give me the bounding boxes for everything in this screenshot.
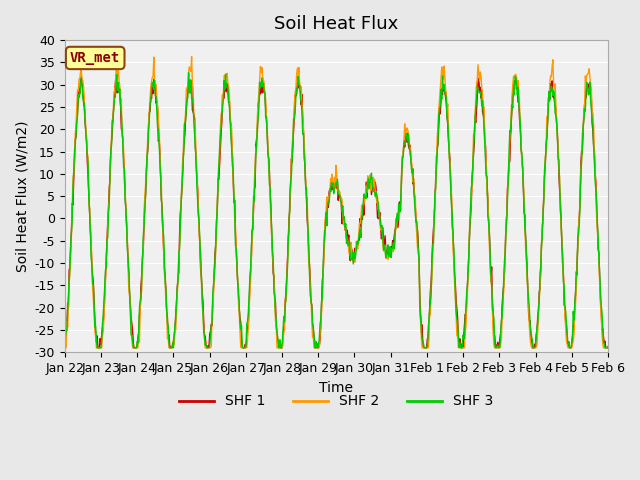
SHF 1 (112, 72, 120, 78)
Line: SHF 3: SHF 3 (65, 72, 608, 348)
SHF 3 (61, 333, 68, 339)
SHF 3 (604, 345, 612, 351)
SHF 1 (404, 130, 412, 136)
SHF 3 (420, 342, 428, 348)
SHF 3 (70, 149, 78, 155)
SHF 3 (404, 138, 412, 144)
SHF 2 (604, 345, 612, 351)
SHF 1 (212, 241, 220, 247)
SHF 2 (211, 262, 219, 267)
SHF 1 (128, 321, 136, 327)
SHF 2 (61, 345, 68, 351)
SHF 1 (183, 93, 191, 99)
SHF 2 (182, 110, 189, 116)
SHF 1 (70, 160, 78, 166)
SHF 3 (182, 103, 190, 108)
SHF 1 (94, 345, 102, 351)
SHF 1 (61, 334, 68, 340)
SHF 2 (70, 158, 78, 164)
Line: SHF 2: SHF 2 (65, 57, 608, 348)
SHF 1 (604, 344, 612, 349)
Legend: SHF 1, SHF 2, SHF 3: SHF 1, SHF 2, SHF 3 (174, 389, 499, 414)
SHF 2 (127, 306, 134, 312)
X-axis label: Time: Time (319, 381, 353, 395)
Y-axis label: Soil Heat Flux (W/m2): Soil Heat Flux (W/m2) (15, 120, 29, 272)
Text: VR_met: VR_met (70, 51, 120, 65)
Title: Soil Heat Flux: Soil Heat Flux (274, 15, 399, 33)
SHF 2 (188, 54, 195, 60)
SHF 3 (127, 332, 135, 338)
SHF 3 (93, 345, 101, 351)
SHF 2 (403, 125, 411, 131)
SHF 2 (419, 345, 427, 351)
SHF 3 (212, 240, 220, 246)
SHF 3 (185, 70, 193, 75)
Line: SHF 1: SHF 1 (65, 75, 608, 348)
SHF 1 (420, 345, 428, 351)
